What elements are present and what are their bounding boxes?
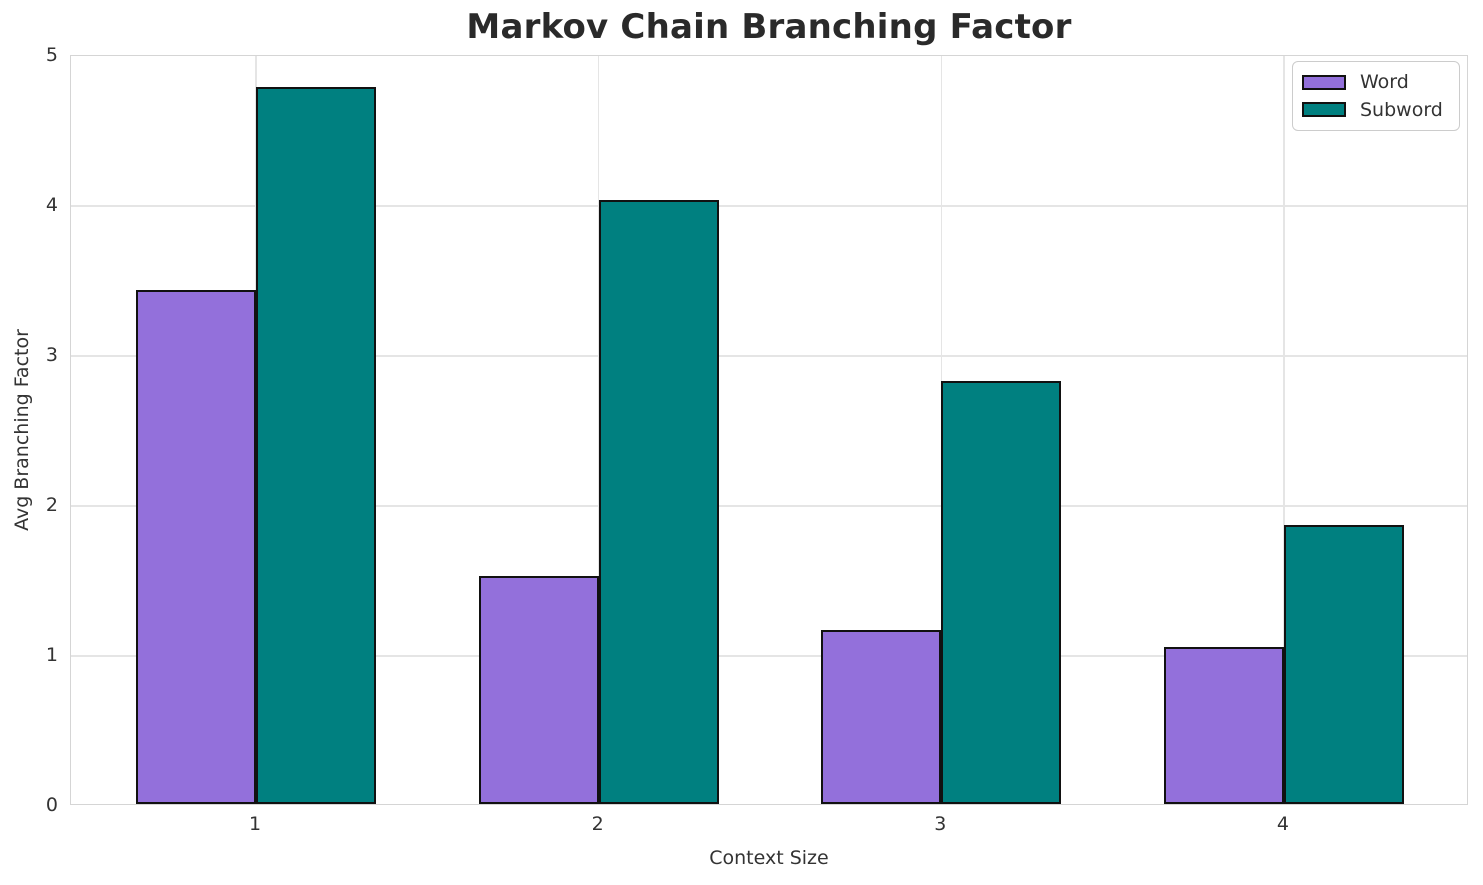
bar-subword-context-3 [941,381,1062,804]
gridline-horizontal [71,505,1467,507]
gridline-vertical [598,56,600,804]
x-tick-label: 4 [1276,813,1290,835]
bar-word-context-2 [478,576,599,804]
x-tick-label: 1 [248,813,262,835]
legend-label: Word [1360,70,1409,93]
gridline-horizontal [71,655,1467,657]
bar-word-context-4 [1164,646,1284,804]
chart-title: Markov Chain Branching Factor [466,7,1072,47]
y-tick-label: 2 [45,494,58,516]
y-tick-label: 1 [45,644,58,666]
x-tick-label: 3 [934,813,947,835]
y-tick-label: 3 [45,344,58,366]
y-tick-label: 4 [45,194,58,216]
bar-subword-context-4 [1283,525,1404,804]
legend-label: Subword [1360,98,1443,121]
bar-subword-context-2 [598,199,719,804]
plot-area [70,55,1468,805]
legend-item-word: Word [1302,70,1450,93]
bar-word-context-3 [821,630,942,804]
gridline-vertical [1283,56,1285,804]
legend-item-subword: Subword [1302,98,1450,121]
bar-word-context-1 [136,289,257,804]
x-tick-label: 2 [591,813,604,835]
y-tick-label: 5 [45,44,58,66]
legend-swatch-icon [1302,102,1346,118]
legend-swatch-icon [1302,74,1346,90]
legend: Word Subword [1292,61,1460,131]
gridline-horizontal [71,355,1467,357]
gridline-horizontal [71,205,1467,207]
x-axis-label: Context Size [709,847,829,869]
y-tick-label: 0 [45,794,58,816]
bar-subword-context-1 [256,87,376,804]
